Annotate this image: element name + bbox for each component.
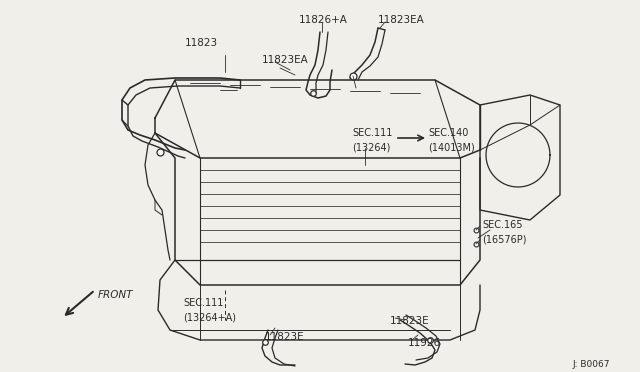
Text: (13264): (13264) [352, 142, 390, 152]
Text: SEC.165: SEC.165 [482, 220, 522, 230]
Text: 11826+A: 11826+A [299, 15, 348, 25]
Text: J: B0067: J: B0067 [572, 360, 609, 369]
Text: (14013M): (14013M) [428, 142, 475, 152]
Text: (13264+A): (13264+A) [183, 312, 236, 322]
Text: 11823EA: 11823EA [262, 55, 308, 65]
Text: 11823E: 11823E [265, 332, 305, 342]
Text: (16576P): (16576P) [482, 234, 527, 244]
Text: SEC.140: SEC.140 [428, 128, 468, 138]
Text: 11926: 11926 [408, 338, 441, 348]
Text: 11823EA: 11823EA [378, 15, 425, 25]
Text: 11823: 11823 [185, 38, 218, 48]
Text: 11823E: 11823E [390, 316, 429, 326]
Text: FRONT: FRONT [98, 290, 134, 300]
Text: SEC.111: SEC.111 [352, 128, 392, 138]
Text: SEC.111: SEC.111 [183, 298, 223, 308]
